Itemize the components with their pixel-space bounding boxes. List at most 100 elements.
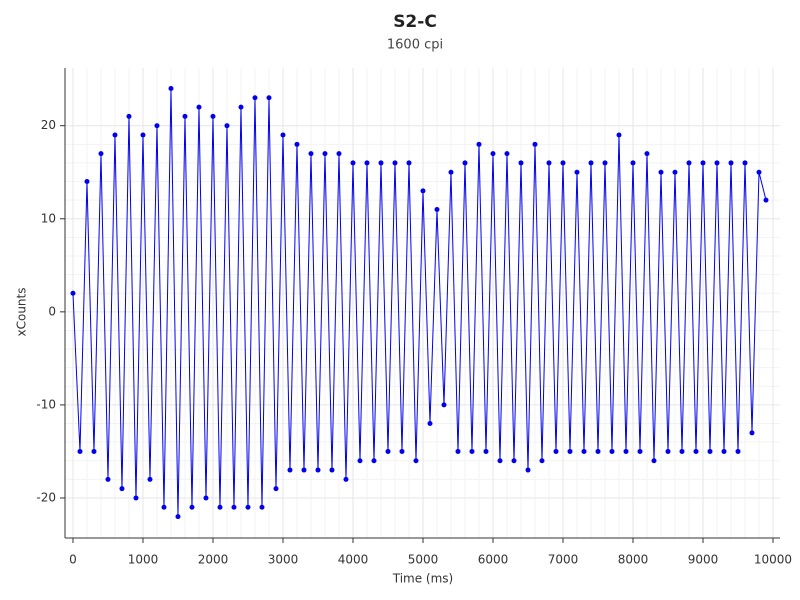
data-point: [644, 151, 650, 157]
data-point: [462, 160, 468, 166]
data-point: [693, 448, 699, 454]
data-point: [119, 486, 125, 492]
data-point: [707, 448, 713, 454]
data-point: [98, 151, 104, 157]
data-point: [525, 467, 531, 473]
data-point: [315, 467, 321, 473]
data-point: [455, 448, 461, 454]
data-point: [735, 448, 741, 454]
data-point: [532, 141, 538, 147]
x-tick-label: 9000: [688, 553, 719, 567]
data-point: [350, 160, 356, 166]
data-point: [588, 160, 594, 166]
x-tick-label: 8000: [618, 553, 649, 567]
data-point: [371, 458, 377, 464]
data-point: [637, 448, 643, 454]
data-point: [147, 476, 153, 482]
y-tick-label: -10: [36, 397, 56, 411]
data-point: [168, 85, 174, 91]
data-point: [224, 123, 230, 129]
data-point: [336, 151, 342, 157]
data-point: [112, 132, 118, 138]
data-point: [357, 458, 363, 464]
data-point: [483, 448, 489, 454]
data-point: [399, 448, 405, 454]
data-point: [238, 104, 244, 110]
x-tick-label: 5000: [408, 553, 439, 567]
data-point: [392, 160, 398, 166]
data-point: [574, 169, 580, 175]
data-point: [126, 113, 132, 119]
data-point: [343, 476, 349, 482]
x-tick-label: 10000: [754, 553, 792, 567]
x-tick-label: 1000: [128, 553, 159, 567]
data-point: [511, 458, 517, 464]
x-tick-label: 7000: [548, 553, 579, 567]
chart-subtitle: 1600 cpi: [387, 38, 443, 53]
data-point: [231, 504, 237, 510]
x-tick-label: 4000: [338, 553, 369, 567]
x-tick-label: 2000: [198, 553, 229, 567]
data-point: [672, 169, 678, 175]
data-point: [140, 132, 146, 138]
data-point: [602, 160, 608, 166]
data-point: [630, 160, 636, 166]
data-point: [560, 160, 566, 166]
y-tick-label: 20: [41, 118, 56, 132]
data-point: [497, 458, 503, 464]
data-point: [476, 141, 482, 147]
y-tick-label: 0: [48, 304, 56, 318]
data-point: [553, 448, 559, 454]
data-point: [420, 188, 426, 194]
data-point: [490, 151, 496, 157]
data-point: [665, 448, 671, 454]
data-point: [427, 421, 433, 427]
data-point: [595, 448, 601, 454]
data-point: [70, 290, 76, 296]
data-point: [252, 95, 258, 101]
data-point: [742, 160, 748, 166]
data-point: [266, 95, 272, 101]
data-point: [84, 179, 90, 185]
data-point: [308, 151, 314, 157]
data-point: [154, 123, 160, 129]
data-point: [189, 504, 195, 510]
chart-title: S2-C: [393, 12, 437, 32]
data-point: [651, 458, 657, 464]
data-point: [434, 206, 440, 212]
data-point: [763, 197, 769, 203]
data-point: [441, 402, 447, 408]
data-point: [217, 504, 223, 510]
data-point: [280, 132, 286, 138]
data-point: [518, 160, 524, 166]
data-point: [756, 169, 762, 175]
data-point: [616, 132, 622, 138]
data-point: [364, 160, 370, 166]
data-point: [105, 476, 111, 482]
data-point: [413, 458, 419, 464]
data-point: [609, 448, 615, 454]
data-point: [259, 504, 265, 510]
data-point: [329, 467, 335, 473]
data-point: [196, 104, 202, 110]
data-point: [203, 495, 209, 501]
data-point: [448, 169, 454, 175]
series-line: [72, 88, 767, 517]
data-point: [539, 458, 545, 464]
data-point: [210, 113, 216, 119]
x-axis-label: Time (ms): [392, 572, 454, 586]
data-point: [749, 430, 755, 436]
data-point: [406, 160, 412, 166]
data-point: [581, 448, 587, 454]
data-point: [686, 160, 692, 166]
data-point: [714, 160, 720, 166]
data-point: [700, 160, 706, 166]
data-point: [378, 160, 384, 166]
data-point: [133, 495, 139, 501]
data-point: [546, 160, 552, 166]
y-axis-label: xCounts: [15, 288, 29, 337]
data-point: [287, 467, 293, 473]
data-point: [175, 514, 181, 520]
data-point: [658, 169, 664, 175]
